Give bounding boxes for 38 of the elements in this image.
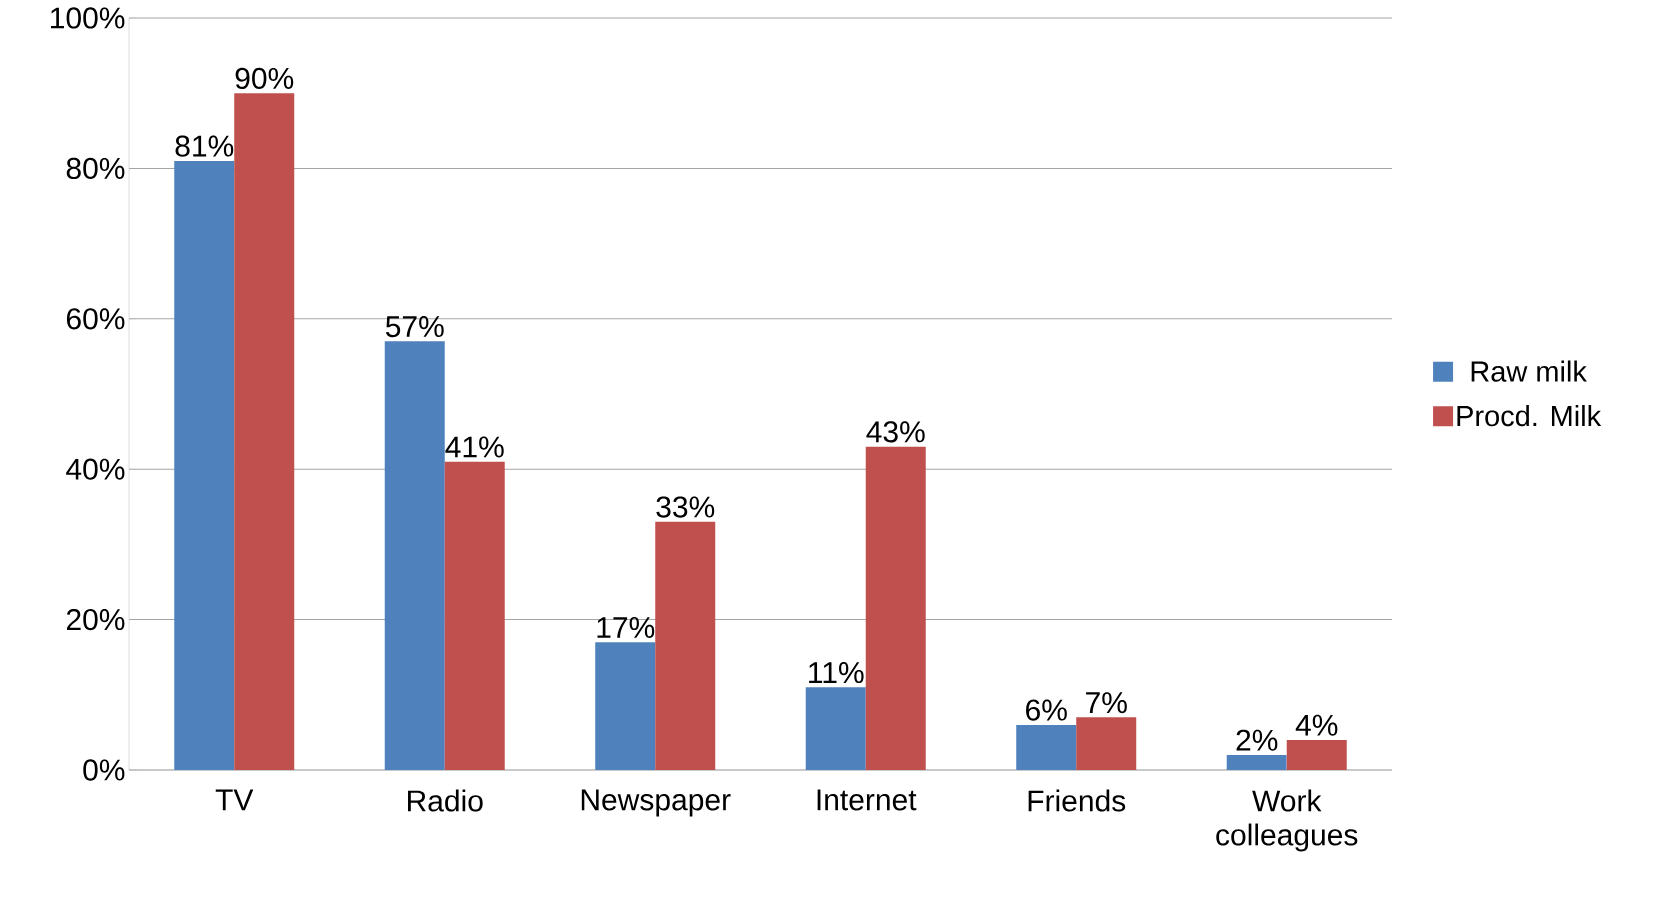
data-label: 4% [1295, 714, 1338, 736]
y-tick-label: 100% [51, 7, 125, 29]
bar [1226, 754, 1287, 770]
x-tick-label: Friends [1028, 789, 1126, 812]
data-label: 7% [1086, 692, 1127, 714]
x-tick-label: TV [215, 789, 254, 811]
data-label: 81% [175, 135, 234, 157]
bar [234, 93, 295, 770]
bar [1076, 717, 1137, 770]
legend-label: Procd. Milk [1457, 405, 1602, 427]
bar [174, 160, 235, 770]
y-tick-label: 0% [83, 759, 125, 781]
data-label: 33% [656, 496, 715, 518]
data-label: 41% [445, 436, 504, 458]
x-tick-label: Radio [408, 789, 483, 812]
y-tick-label: 60% [66, 308, 125, 330]
bar [444, 461, 505, 770]
legend-label: Raw milk [1471, 360, 1587, 382]
x-tick-label: Work colleagues [1216, 789, 1358, 852]
data-label: 90% [235, 67, 294, 89]
bar [384, 341, 445, 770]
x-tick-label: Internet [817, 789, 917, 811]
data-label: 11% [809, 662, 864, 684]
bar [595, 642, 656, 770]
bar [865, 446, 926, 770]
y-tick-label: 20% [66, 608, 125, 631]
bar [655, 521, 716, 770]
bar [1286, 739, 1347, 770]
data-label: 43% [866, 421, 925, 443]
data-label: 17% [597, 616, 655, 638]
data-label: 6% [1026, 699, 1067, 721]
x-tick-label: Newspaper [581, 789, 731, 817]
data-label: 57% [385, 316, 444, 338]
y-tick-label: 80% [66, 157, 125, 180]
bar [805, 687, 866, 770]
data-label: 2% [1236, 729, 1278, 751]
y-tick-label: 40% [66, 458, 125, 480]
bar [1016, 724, 1077, 770]
